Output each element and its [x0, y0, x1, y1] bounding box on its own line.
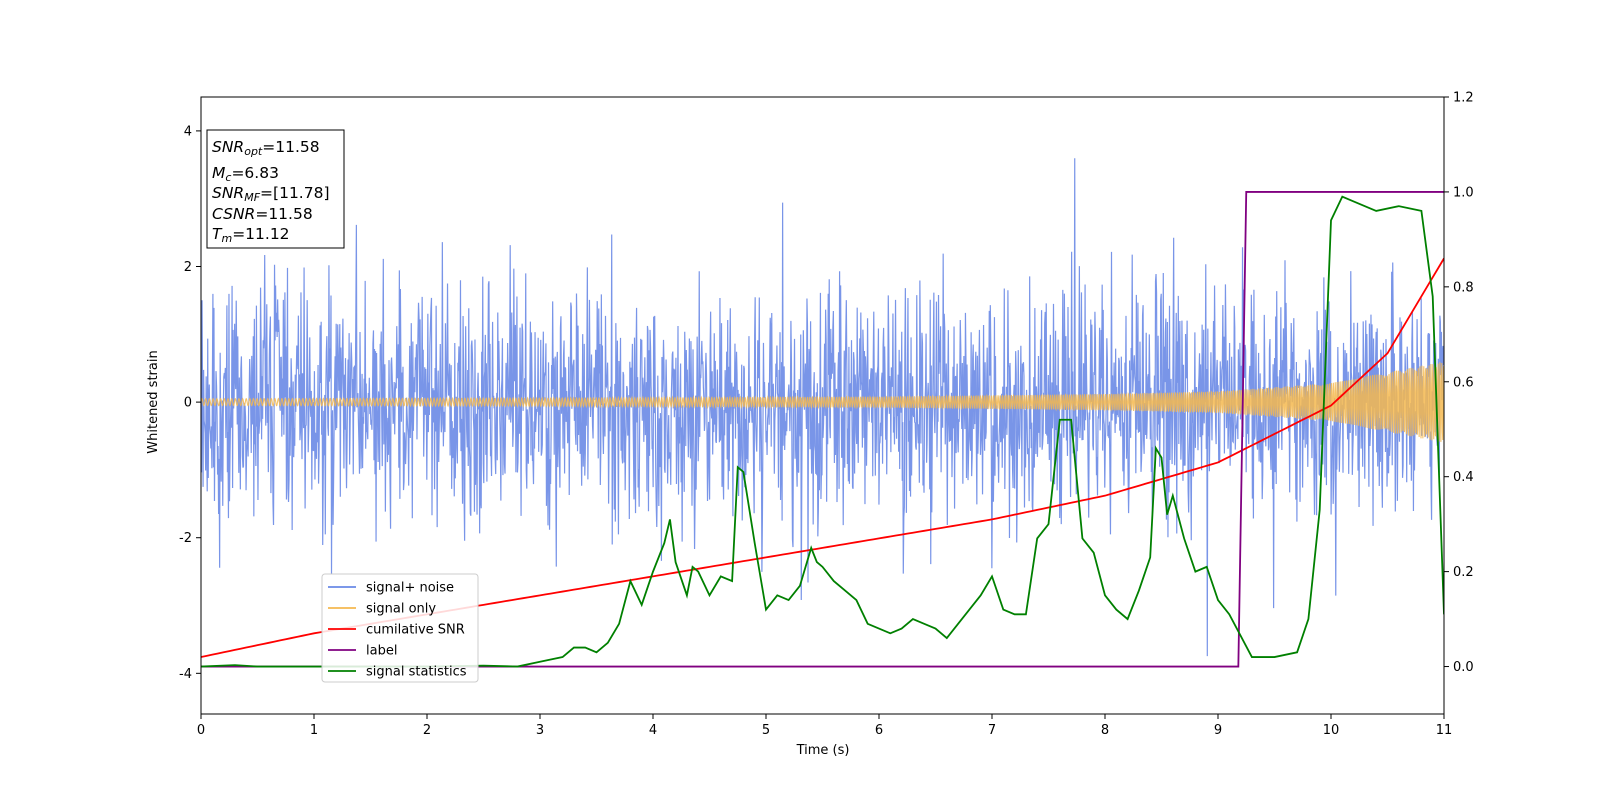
- x-tick-label: 11: [1436, 723, 1453, 738]
- y2-tick-label: 0.6: [1453, 375, 1474, 390]
- x-tick-label: 4: [649, 723, 657, 738]
- annotation-t-m: Tm=11.12: [212, 225, 290, 245]
- x-tick-label: 8: [1101, 723, 1109, 738]
- annotation-frame: [206, 129, 345, 249]
- legend-label: label: [366, 644, 397, 659]
- y2-tick-label: 0.0: [1453, 660, 1474, 675]
- y2-tick-label: 1.0: [1453, 185, 1474, 200]
- y-tick-label: 0: [184, 396, 192, 411]
- x-axis-label: Time (s): [796, 743, 850, 758]
- y-tick-label: -4: [179, 667, 192, 682]
- y2-tick-label: 0.8: [1453, 280, 1474, 295]
- x-tick-label: 5: [762, 723, 770, 738]
- legend-label: cumilative SNR: [366, 623, 465, 638]
- x-tick-label: 1: [310, 723, 318, 738]
- plot-frame: [200, 96, 1445, 715]
- legend-frame: [321, 573, 479, 683]
- y-tick-label: 4: [184, 124, 192, 139]
- y-tick-label: 2: [184, 260, 192, 275]
- x-tick-label: 2: [423, 723, 431, 738]
- y2-tick-label: 1.2: [1453, 91, 1474, 106]
- x-tick-label: 3: [536, 723, 544, 738]
- legend-label: signal statistics: [366, 665, 467, 680]
- x-tick-label: 9: [1214, 723, 1222, 738]
- series-signal-noise-line: [201, 158, 1444, 657]
- legend-label: signal+ noise: [366, 581, 454, 596]
- series-label-line: [201, 191, 1444, 668]
- y-axis-label: Whitened strain: [146, 350, 161, 453]
- annotation-snr-opt: SNRopt=11.58: [212, 138, 320, 158]
- y2-tick-label: 0.4: [1453, 470, 1474, 485]
- series-signal-only-line: [201, 362, 1444, 442]
- annotation-csnr: CSNR=11.58: [212, 205, 313, 223]
- annotation-snr-mf: SNRMF=[11.78]: [212, 184, 330, 204]
- x-tick-label: 0: [197, 723, 205, 738]
- x-tick-label: 7: [988, 723, 996, 738]
- annotation-box: SNRopt=11.58 Mc=6.83SNRMF=[11.78]CSNR=11.…: [206, 129, 345, 249]
- annotation-m-c: Mc=6.83: [212, 164, 279, 184]
- x-tick-label: 10: [1323, 723, 1340, 738]
- y2-tick-label: 0.2: [1453, 565, 1474, 580]
- axes-layer: 0 1 2 3 4 5 6 7 8 9 10 11 -4 -2 0 2 4 0.0 0.2 0.4 0.6 0.8 1.0 1…: [179, 91, 1474, 739]
- legend-label: signal only: [366, 602, 436, 617]
- legend: signal+ noise signal only cumilative SNR la…: [321, 573, 479, 683]
- series-signal-statistics-line: [201, 195, 1444, 668]
- x-tick-label: 6: [875, 723, 883, 738]
- y-tick-label: -2: [179, 531, 192, 546]
